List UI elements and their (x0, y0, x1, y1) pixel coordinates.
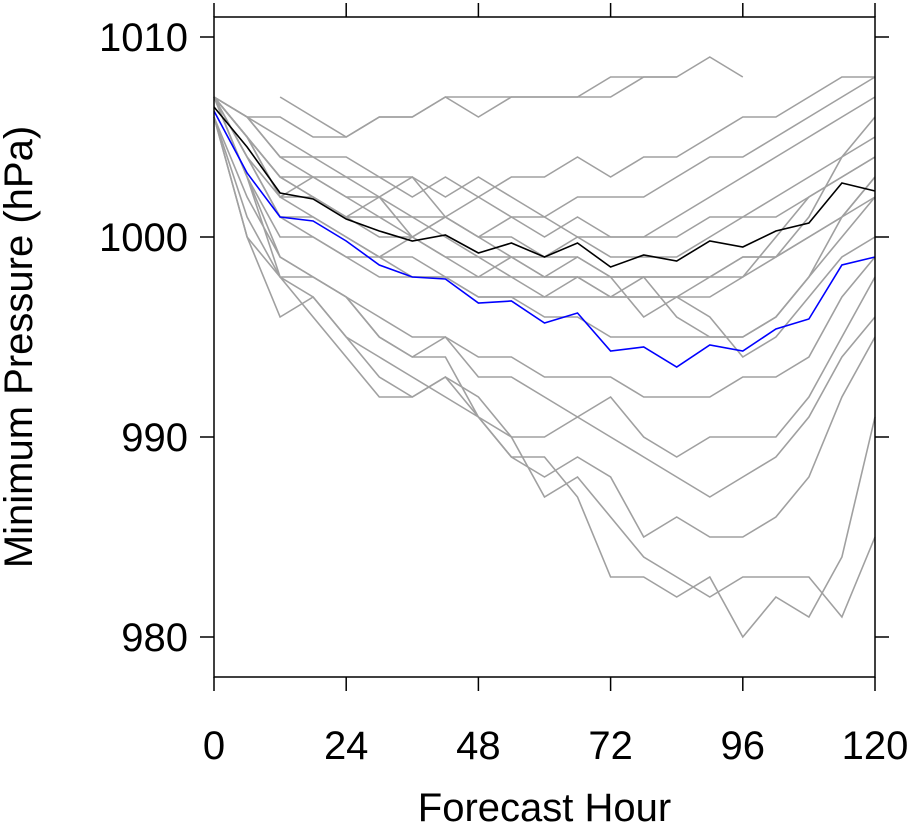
ensemble-member-line-15 (213, 116, 876, 619)
plot-frame (213, 16, 876, 678)
y-tick-label-1010: 1010 (99, 16, 188, 60)
blue-series-line (213, 110, 876, 368)
tick-marks (200, 3, 889, 691)
y-tick-labels: 980 990 1000 1010 (99, 16, 188, 660)
x-tick-label-120: 120 (842, 724, 909, 768)
x-tick-label-96: 96 (721, 724, 766, 768)
ensemble-member-line-13 (213, 116, 876, 498)
ensemble-member-line-19 (213, 96, 876, 239)
ensemble-member-line-1 (213, 76, 876, 218)
y-axis-label: Minimum Pressure (hPa) (0, 126, 41, 568)
x-tick-label-0: 0 (203, 724, 225, 768)
ensemble-member-line-18 (213, 76, 875, 198)
ensemble-member-line-3 (279, 76, 677, 138)
ensemble-member-line-20 (213, 96, 876, 359)
y-tick-label-980: 980 (121, 616, 188, 660)
x-axis-label: Forecast Hour (418, 786, 671, 827)
black-series-line (213, 106, 876, 268)
ensemble-member-line-7 (213, 96, 876, 278)
x-tick-labels: 0 24 48 72 96 120 (203, 724, 909, 768)
ensemble-member-line-6 (213, 96, 876, 278)
x-tick-label-72: 72 (588, 724, 633, 768)
y-tick-label-990: 990 (121, 416, 188, 460)
x-tick-label-24: 24 (324, 724, 369, 768)
ensemble-members (213, 56, 876, 639)
ensemble-member-line-16 (213, 116, 876, 639)
ensemble-member-line-14 (213, 116, 876, 539)
x-tick-label-48: 48 (456, 724, 501, 768)
ensemble-member-line-4 (213, 96, 876, 238)
ensemble-member-line-11 (213, 96, 876, 398)
series-lines (213, 106, 876, 368)
y-tick-label-1000: 1000 (99, 216, 188, 260)
